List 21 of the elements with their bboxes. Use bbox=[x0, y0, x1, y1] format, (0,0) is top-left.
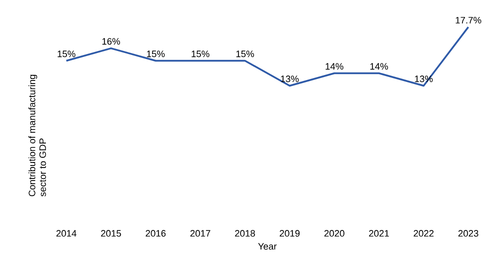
x-axis-title: Year bbox=[258, 243, 277, 250]
x-tick-label: 2014 bbox=[56, 230, 76, 237]
x-tick-label: 2020 bbox=[324, 230, 344, 237]
x-tick-label: 2021 bbox=[369, 230, 389, 237]
data-label: 13% bbox=[281, 76, 299, 82]
data-label: 15% bbox=[58, 50, 76, 58]
x-tick-label: 2019 bbox=[280, 230, 300, 237]
y-axis-title: Contribution of manufacturing sector to GDP bbox=[28, 74, 46, 196]
data-label: 17.7% bbox=[456, 16, 482, 24]
x-tick-label: 2022 bbox=[414, 230, 434, 237]
data-label: 15% bbox=[147, 50, 165, 58]
x-tick-label: 2016 bbox=[146, 230, 166, 237]
x-tick-label: 2015 bbox=[101, 230, 121, 237]
data-label: 15% bbox=[236, 50, 254, 58]
data-label: 14% bbox=[326, 63, 344, 70]
data-label: 14% bbox=[370, 63, 388, 70]
x-tick-label: 2023 bbox=[458, 230, 478, 237]
data-label: 15% bbox=[192, 50, 210, 58]
x-tick-label: 2017 bbox=[190, 230, 210, 237]
data-label: 16% bbox=[102, 38, 120, 45]
x-tick-label: 2018 bbox=[235, 230, 255, 237]
